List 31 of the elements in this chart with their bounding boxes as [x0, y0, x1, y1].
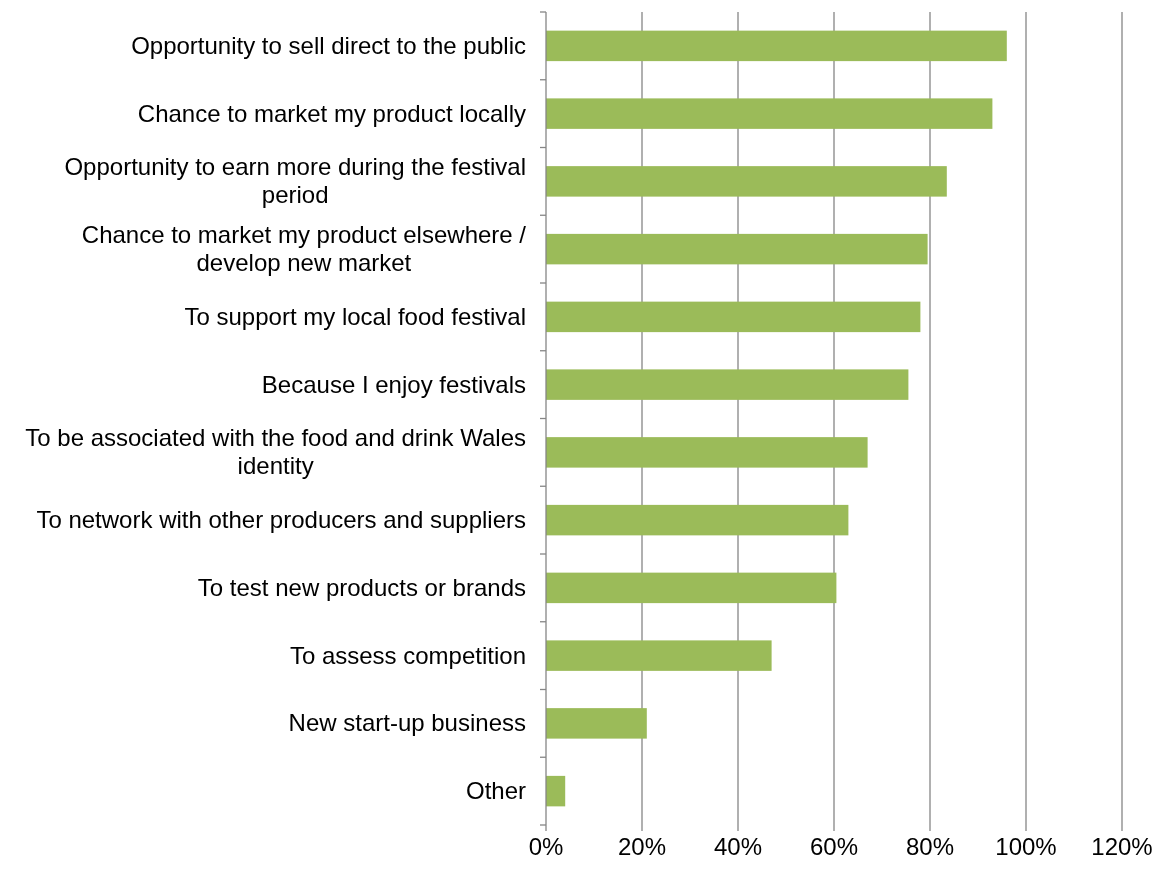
- bar: [546, 301, 921, 333]
- x-tick-label: 0%: [528, 833, 564, 860]
- x-tick-label: 120%: [1091, 833, 1153, 860]
- bar: [546, 233, 928, 265]
- bar: [546, 98, 993, 129]
- y-tick-label: To be associated with the food and drink Wales identity: [25, 424, 526, 480]
- y-tick-label: New start-up business: [288, 709, 526, 737]
- bar: [546, 166, 947, 197]
- x-tick-label: 100%: [995, 833, 1057, 860]
- x-tick-label: 40%: [713, 833, 763, 860]
- y-tick-label: Opportunity to earn more during the festival period: [64, 153, 526, 209]
- y-tick-label: To network with other producers and suppliers: [36, 506, 526, 534]
- y-tick-label: To test new products or brands: [197, 573, 526, 601]
- x-tick-label: 20%: [617, 833, 667, 860]
- bar: [546, 437, 868, 468]
- y-tick-label: Opportunity to sell direct to the public: [131, 31, 526, 59]
- y-tick-label: Chance to market my product elsewhere / develop new market: [81, 221, 527, 277]
- bar: [546, 708, 647, 739]
- bar: [546, 30, 1007, 62]
- bar: [546, 640, 772, 671]
- y-tick-label: To support my local food festival: [184, 302, 526, 330]
- bar: [546, 504, 849, 536]
- y-tick-label: Chance to market my product locally: [137, 99, 527, 127]
- bar: [546, 775, 566, 807]
- bar: [546, 369, 909, 400]
- y-tick-label: Other: [465, 777, 526, 805]
- x-tick-label: 60%: [809, 833, 859, 860]
- y-tick-label: To assess competition: [289, 641, 526, 669]
- y-tick-label: Because I enjoy festivals: [261, 370, 526, 398]
- x-tick-label: 80%: [905, 833, 955, 860]
- bar: [546, 572, 837, 604]
